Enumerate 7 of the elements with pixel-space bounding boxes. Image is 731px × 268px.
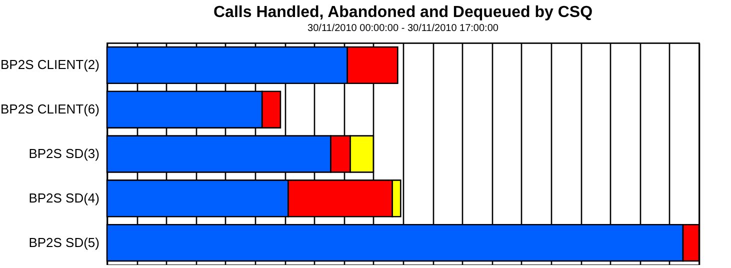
- chart-subtitle: 30/11/2010 00:00:00 - 30/11/2010 17:00:00: [308, 23, 499, 34]
- y-tick-label: BP2S CLIENT(6): [0, 102, 100, 117]
- y-tick-label: BP2S SD(3): [28, 146, 100, 161]
- y-tick-label: BP2S CLIENT(2): [0, 57, 100, 72]
- y-tick-label: BP2S SD(5): [28, 234, 100, 250]
- chart-title: Calls Handled, Abandoned and Dequeued by CSQ: [213, 4, 593, 21]
- y-tick-label: BP2S SD(4): [28, 190, 100, 206]
